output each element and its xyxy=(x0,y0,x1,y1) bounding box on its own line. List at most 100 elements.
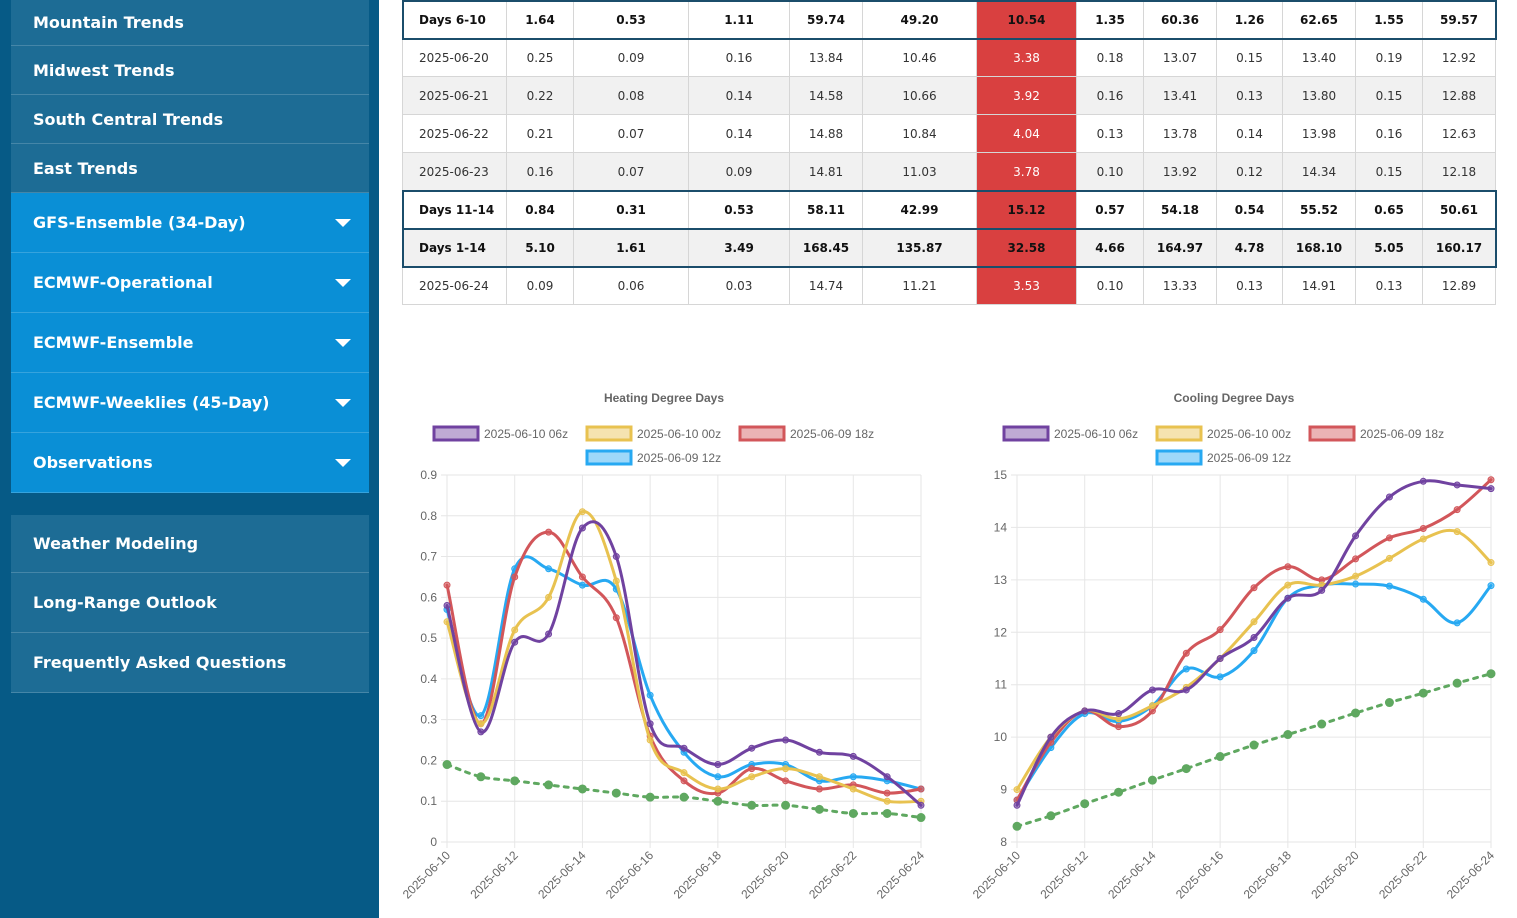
data-point xyxy=(442,760,452,770)
chevron-down-icon xyxy=(335,218,351,227)
table-cell: 12.63 xyxy=(1422,114,1496,153)
row-label-cell: 2025-06-22 xyxy=(402,114,507,153)
data-point xyxy=(916,813,926,823)
table-cell: 0.15 xyxy=(1355,76,1423,115)
table-cell: 0.14 xyxy=(688,76,790,115)
data-point xyxy=(1080,799,1090,809)
nav-ecmwf-ensemble[interactable]: ECMWF-Ensemble xyxy=(11,313,369,373)
table-cell: 0.09 xyxy=(506,266,574,305)
nav-gfs-ensemble[interactable]: GFS-Ensemble (34-Day) xyxy=(11,193,369,253)
data-point xyxy=(1182,665,1190,673)
data-point xyxy=(1182,686,1190,694)
y-tick-label: 13 xyxy=(994,573,1008,587)
data-point xyxy=(1284,563,1292,571)
table-cell: 4.04 xyxy=(976,114,1077,153)
data-point xyxy=(646,720,654,728)
data-point xyxy=(882,808,892,818)
nav-long-range-outlook[interactable]: Long-Range Outlook xyxy=(11,573,369,633)
row-label-cell: Days 1-14 xyxy=(402,228,507,267)
legend-item[interactable]: 2025-06-10 00z xyxy=(1155,425,1291,442)
table-cell: 135.87 xyxy=(862,228,977,267)
row-label-cell: Days 6-10 xyxy=(402,0,507,39)
legend-label: 2025-06-09 12z xyxy=(1207,451,1291,465)
table-cell: 3.53 xyxy=(976,266,1077,305)
y-tick-label: 10 xyxy=(994,730,1008,744)
nav-faq[interactable]: Frequently Asked Questions xyxy=(11,633,369,693)
table-cell: 13.40 xyxy=(1282,38,1356,77)
data-point xyxy=(680,769,688,777)
data-point xyxy=(646,691,654,699)
data-point xyxy=(1317,719,1327,729)
table-cell: 0.21 xyxy=(506,114,574,153)
nav-south-central-trends[interactable]: South Central Trends xyxy=(11,95,369,144)
row-label-cell: 2025-06-21 xyxy=(402,76,507,115)
table-cell: 13.92 xyxy=(1143,152,1217,191)
data-point xyxy=(1419,524,1427,532)
nav-east-trends[interactable]: East Trends xyxy=(11,144,369,193)
table-cell: 42.99 xyxy=(862,190,977,229)
series-line xyxy=(1015,528,1493,792)
x-tick-label: 2025-06-10 xyxy=(970,848,1024,902)
y-tick-label: 12 xyxy=(994,625,1008,639)
table-cell: 62.65 xyxy=(1282,0,1356,39)
data-point xyxy=(1284,594,1292,602)
data-point xyxy=(1147,775,1157,785)
data-point xyxy=(1013,801,1021,809)
nav-label: Long-Range Outlook xyxy=(33,593,217,612)
table-cell: 14.88 xyxy=(789,114,863,153)
data-point xyxy=(1487,485,1495,493)
data-point xyxy=(781,800,791,810)
table-cell: 49.20 xyxy=(862,0,977,39)
legend-swatch xyxy=(1308,425,1356,442)
table-row: 2025-06-23 0.16 0.07 0.09 14.81 11.03 3.78 0.10… xyxy=(402,152,1496,191)
legend-label: 2025-06-10 06z xyxy=(1054,427,1138,441)
nav-weather-modeling[interactable]: Weather Modeling xyxy=(11,515,369,573)
data-point xyxy=(917,785,925,793)
data-point xyxy=(477,720,485,728)
table-cell: 55.52 xyxy=(1282,190,1356,229)
table-cell: 13.98 xyxy=(1282,114,1356,153)
nav-label: Mountain Trends xyxy=(33,13,184,32)
line-chart-svg: Cooling Degree Days 2025-06-10 06z 2025-06… xyxy=(970,391,1498,902)
data-point xyxy=(1452,678,1462,688)
legend-label: 2025-06-09 18z xyxy=(790,427,874,441)
table-cell: 10.46 xyxy=(862,38,977,77)
legend-item[interactable]: 2025-06-09 12z xyxy=(585,449,721,466)
table-cell: 168.10 xyxy=(1282,228,1356,267)
table-cell: 3.78 xyxy=(976,152,1077,191)
table-cell: 164.97 xyxy=(1143,228,1217,267)
chevron-down-icon xyxy=(335,338,351,347)
nav-ecmwf-weeklies[interactable]: ECMWF-Weeklies (45-Day) xyxy=(11,373,369,433)
y-tick-label: 0.1 xyxy=(420,794,437,808)
table-cell: 54.18 xyxy=(1143,190,1217,229)
data-point xyxy=(1182,649,1190,657)
table-cell: 0.84 xyxy=(506,190,574,229)
nav-ecmwf-operational[interactable]: ECMWF-Operational xyxy=(11,253,369,313)
x-tick-label: 2025-06-24 xyxy=(874,848,928,902)
data-point xyxy=(1352,580,1360,588)
data-point xyxy=(443,581,451,589)
table-cell: 0.65 xyxy=(1355,190,1423,229)
table-cell: 14.58 xyxy=(789,76,863,115)
table-cell: 0.16 xyxy=(1355,114,1423,153)
data-point xyxy=(477,728,485,736)
legend-item[interactable]: 2025-06-10 06z xyxy=(1002,425,1138,442)
legend-item[interactable]: 2025-06-09 18z xyxy=(738,425,874,442)
legend-item[interactable]: 2025-06-10 06z xyxy=(432,425,568,442)
table-cell: 0.08 xyxy=(573,76,689,115)
data-point xyxy=(577,784,587,794)
table-cell: 0.13 xyxy=(1355,266,1423,305)
nav-midwest-trends[interactable]: Midwest Trends xyxy=(11,46,369,95)
data-point xyxy=(815,773,823,781)
table-cell: 13.78 xyxy=(1143,114,1217,153)
data-point xyxy=(1419,477,1427,485)
data-point xyxy=(1250,618,1258,626)
main-content: Days 6-10 1.64 0.53 1.11 59.74 49.20 10.54 1.35… xyxy=(379,0,1517,918)
data-point xyxy=(917,801,925,809)
nav-observations[interactable]: Observations xyxy=(11,433,369,493)
legend-item[interactable]: 2025-06-09 18z xyxy=(1308,425,1444,442)
legend-item[interactable]: 2025-06-09 12z xyxy=(1155,449,1291,466)
data-point xyxy=(1318,586,1326,594)
legend-item[interactable]: 2025-06-10 00z xyxy=(585,425,721,442)
nav-mountain-trends[interactable]: Mountain Trends xyxy=(11,0,369,46)
